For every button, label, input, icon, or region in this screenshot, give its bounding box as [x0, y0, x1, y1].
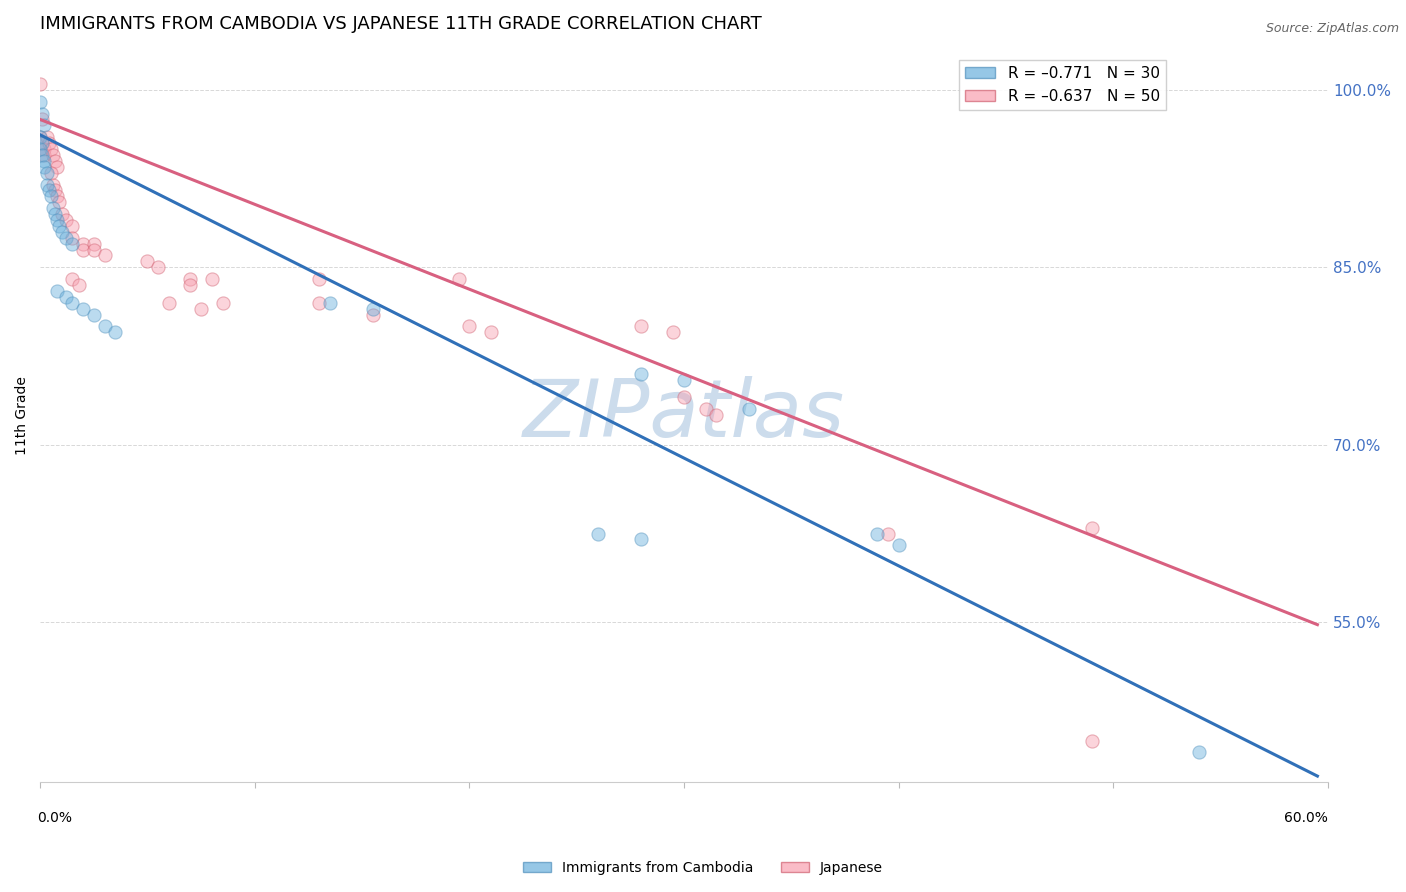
Legend: R = –0.771   N = 30, R = –0.637   N = 50: R = –0.771 N = 30, R = –0.637 N = 50 — [959, 60, 1166, 110]
Point — [60, 231, 83, 245]
Point — [55, 290, 77, 304]
Point — [877, 526, 900, 541]
Point — [30, 142, 52, 156]
Point — [55, 213, 77, 227]
Point — [673, 391, 696, 405]
Point — [35, 178, 58, 192]
Point — [83, 308, 105, 322]
Point — [31, 148, 53, 162]
Point — [148, 260, 170, 275]
Point — [42, 178, 65, 192]
Point — [39, 166, 62, 180]
Point — [34, 160, 56, 174]
Y-axis label: 11th Grade: 11th Grade — [15, 376, 30, 455]
Point — [588, 526, 610, 541]
Point — [157, 295, 180, 310]
Point — [673, 373, 696, 387]
Point — [83, 236, 105, 251]
Point — [60, 236, 83, 251]
Text: IMMIGRANTS FROM CAMBODIA VS JAPANESE 11TH GRADE CORRELATION CHART: IMMIGRANTS FROM CAMBODIA VS JAPANESE 11T… — [41, 15, 762, 33]
Point — [31, 112, 53, 127]
Point — [1081, 733, 1104, 747]
Point — [31, 106, 53, 120]
Point — [662, 326, 685, 340]
Point — [30, 77, 52, 91]
Point — [179, 278, 201, 293]
Text: Source: ZipAtlas.com: Source: ZipAtlas.com — [1265, 22, 1399, 36]
Point — [38, 136, 60, 150]
Point — [447, 272, 470, 286]
Point — [308, 295, 330, 310]
Point — [30, 95, 52, 109]
Point — [30, 130, 52, 145]
Point — [35, 166, 58, 180]
Point — [72, 243, 94, 257]
Text: 60.0%: 60.0% — [1284, 812, 1329, 825]
Point — [38, 183, 60, 197]
Point — [44, 207, 66, 221]
Point — [31, 136, 53, 150]
Point — [93, 248, 115, 262]
Point — [30, 130, 52, 145]
Point — [887, 538, 910, 552]
Point — [44, 153, 66, 168]
Point — [1081, 521, 1104, 535]
Point — [190, 301, 212, 316]
Text: 0.0%: 0.0% — [38, 812, 73, 825]
Point — [34, 119, 56, 133]
Point — [44, 183, 66, 197]
Text: ZIPatlas: ZIPatlas — [523, 376, 845, 454]
Point — [866, 526, 889, 541]
Point — [72, 301, 94, 316]
Point — [60, 295, 83, 310]
Point — [42, 148, 65, 162]
Point — [46, 160, 69, 174]
Point — [83, 243, 105, 257]
Point — [67, 278, 90, 293]
Point — [34, 153, 56, 168]
Point — [34, 142, 56, 156]
Point — [93, 319, 115, 334]
Point — [35, 130, 58, 145]
Legend: Immigrants from Cambodia, Japanese: Immigrants from Cambodia, Japanese — [517, 855, 889, 880]
Point — [695, 402, 717, 417]
Point — [361, 301, 384, 316]
Point — [48, 195, 70, 210]
Point — [458, 319, 481, 334]
Point — [737, 402, 759, 417]
Point — [60, 272, 83, 286]
Point — [51, 207, 73, 221]
Point — [46, 189, 69, 203]
Point — [46, 284, 69, 298]
Point — [211, 295, 233, 310]
Point — [704, 408, 727, 422]
Point — [34, 148, 56, 162]
Point — [179, 272, 201, 286]
Point — [39, 142, 62, 156]
Point — [630, 319, 652, 334]
Point — [319, 295, 342, 310]
Point — [42, 201, 65, 215]
Point — [136, 254, 159, 268]
Point — [39, 189, 62, 203]
Point — [630, 533, 652, 547]
Point — [55, 231, 77, 245]
Point — [479, 326, 502, 340]
Point — [630, 367, 652, 381]
Point — [48, 219, 70, 233]
Point — [308, 272, 330, 286]
Point — [72, 236, 94, 251]
Point — [46, 213, 69, 227]
Point — [31, 136, 53, 150]
Point — [361, 308, 384, 322]
Point — [60, 219, 83, 233]
Point — [1188, 746, 1211, 760]
Point — [51, 225, 73, 239]
Point — [201, 272, 224, 286]
Point — [104, 326, 127, 340]
